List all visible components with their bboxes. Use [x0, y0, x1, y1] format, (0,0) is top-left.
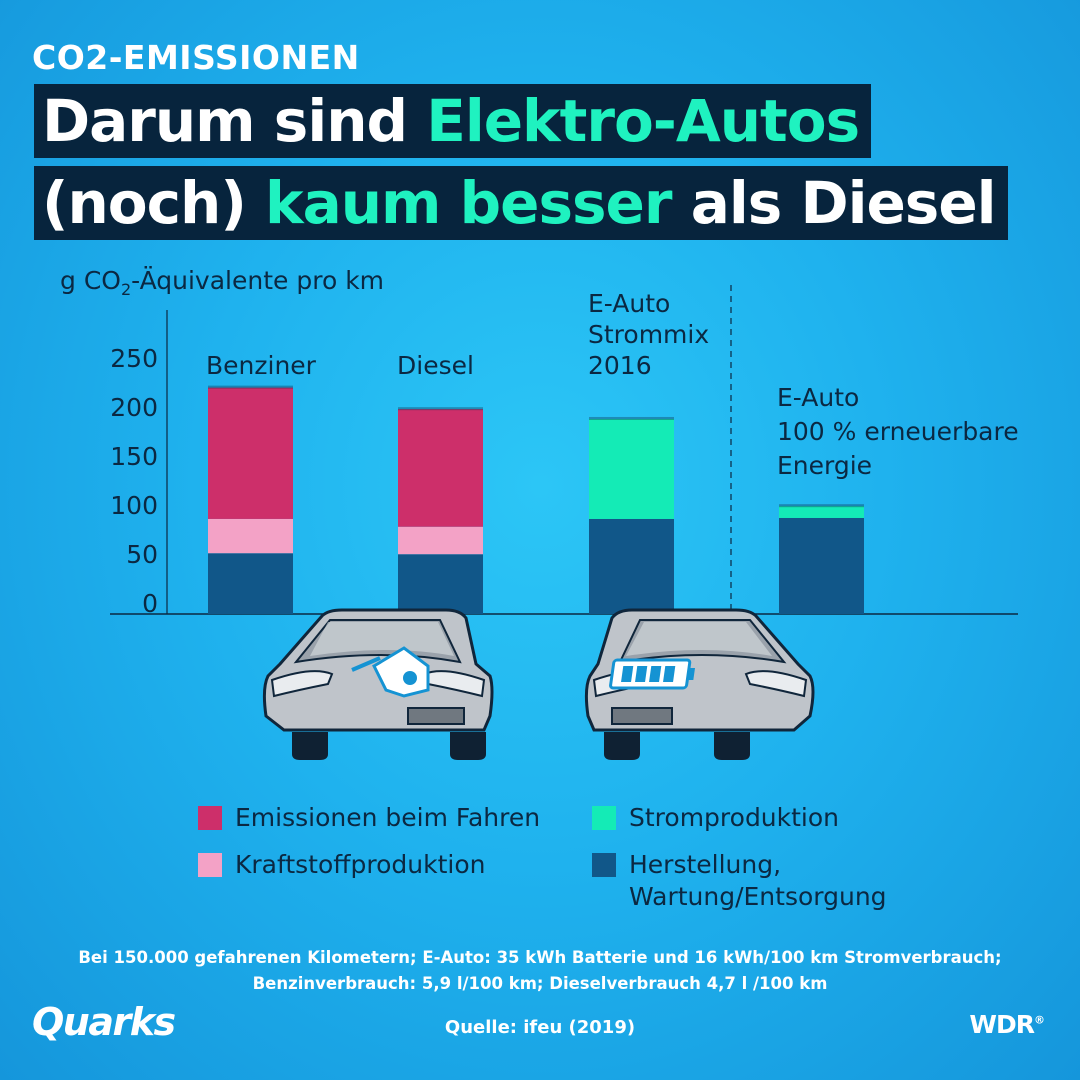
bar-top-edge — [589, 416, 674, 420]
headline-line-2: (noch) kaum besser als Diesel — [34, 166, 1008, 240]
legend-label: Herstellung, Wartung/Entsorgung — [629, 850, 887, 911]
bar-segment-kraftstoff — [208, 518, 293, 554]
headline-accent-text: kaum besser — [265, 169, 672, 237]
category-label: Strommix — [588, 320, 709, 349]
category-label: Benziner — [206, 351, 317, 380]
category-label: 100 % erneuerbare — [777, 417, 1019, 446]
y-tick-label: 50 — [126, 540, 158, 569]
source-note: Quelle: ifeu (2019) — [444, 1017, 636, 1038]
bar-segment-herstellung — [208, 553, 293, 614]
legend-swatch — [198, 806, 222, 830]
headline-line-1: Darum sind Elektro-Autos — [34, 84, 872, 158]
y-axis-title-sub: 2 — [120, 280, 132, 299]
y-axis-title-main: g CO — [60, 266, 121, 295]
footnote-line-2: Benzinverbrauch: 5,9 l/100 km; Dieselver… — [252, 974, 828, 993]
wdr-logo-text: WDR — [969, 1010, 1035, 1039]
y-tick-label: 250 — [110, 344, 158, 373]
bar-segment-herstellung — [779, 517, 864, 614]
bar-top-edge — [208, 385, 293, 389]
quarks-logo: Quarks — [32, 1000, 176, 1044]
bar-segment-herstellung — [398, 554, 483, 614]
bar-segment-strom — [779, 506, 864, 518]
bar-segment-kraftstoff — [398, 526, 483, 555]
category-label: E-Auto — [588, 289, 670, 318]
y-tick-label: 150 — [110, 442, 158, 471]
headline-accent-text: Elektro-Autos — [426, 87, 860, 155]
footnote: Bei 150.000 gefahrenen Kilometern; E-Aut… — [0, 945, 1080, 997]
legend-label: Kraftstoffproduktion — [235, 850, 486, 879]
category-label: Energie — [777, 451, 872, 480]
category-label: E-Auto — [777, 383, 859, 412]
y-tick-label: 0 — [142, 589, 158, 618]
combustion-car-illustration — [262, 608, 494, 760]
bar-segment-herstellung — [589, 518, 674, 614]
y-axis-title: g CO2-Äquivalente pro km — [60, 266, 384, 299]
headline-text: Darum sind — [42, 87, 427, 155]
footnote-line-1: Bei 150.000 gefahrenen Kilometern; E-Aut… — [78, 948, 1002, 967]
legend-label: Emissionen beim Fahren — [235, 803, 541, 832]
y-tick-label: 200 — [110, 393, 158, 422]
wdr-logo: WDR® — [969, 1010, 1045, 1039]
bar-top-edge — [779, 504, 864, 508]
legend-swatch — [592, 806, 616, 830]
legend-swatch — [198, 853, 222, 877]
y-tick-label: 100 — [110, 491, 158, 520]
bar-top-edge — [398, 407, 483, 411]
headline: Darum sind Elektro-Autos (noch) kaum bes… — [34, 84, 1008, 240]
headline-text: (noch) — [42, 169, 266, 237]
bar-segment-fahren — [208, 387, 293, 519]
category-label: Diesel — [397, 351, 474, 380]
legend-swatch — [592, 853, 616, 877]
battery-icon — [621, 666, 696, 682]
category-label: 2016 — [588, 351, 652, 380]
kicker-title: CO2-EMISSIONEN — [32, 38, 360, 77]
electric-car-illustration — [584, 608, 815, 760]
y-axis-title-rest: -Äquivalente pro km — [131, 266, 385, 295]
wdr-logo-mark: ® — [1034, 1013, 1045, 1027]
bar-segment-fahren — [398, 409, 483, 527]
headline-text: als Diesel — [671, 169, 997, 237]
legend-label: Stromproduktion — [629, 803, 840, 832]
bar-segment-strom — [589, 418, 674, 519]
